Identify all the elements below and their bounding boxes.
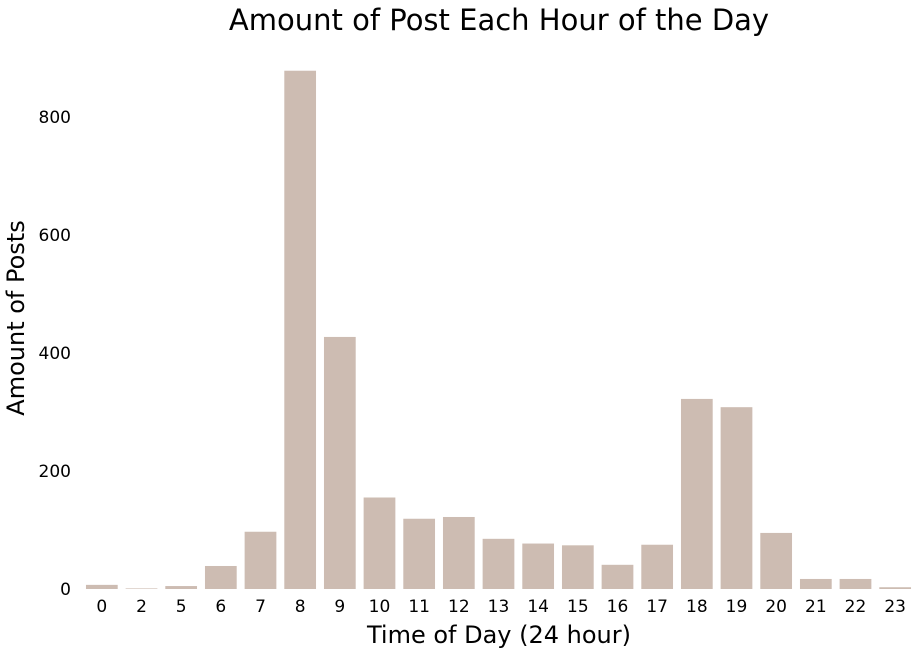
x-tick-label: 19: [726, 597, 748, 617]
x-tick-label: 11: [408, 597, 430, 617]
y-axis-label: Amount of Posts: [2, 220, 30, 415]
x-tick-label: 15: [567, 597, 589, 617]
x-tick-label: 22: [845, 597, 867, 617]
y-tick-label: 0: [60, 580, 71, 600]
bar-hour-22: [839, 578, 872, 589]
bar-hour-20: [760, 532, 793, 589]
x-tick-label: 23: [884, 597, 906, 617]
bar-hour-9: [323, 336, 356, 589]
bar-hour-10: [363, 497, 396, 589]
bar-hour-8: [284, 70, 317, 590]
y-tick-labels: 0 200 400 600 800: [39, 108, 71, 600]
bars-group: [85, 70, 912, 590]
x-tick-label: 8: [295, 597, 306, 617]
y-tick-label: 200: [39, 462, 71, 482]
bar-hour-6: [204, 565, 237, 589]
bar-hour-5: [165, 586, 198, 589]
x-tick-label: 2: [136, 597, 147, 617]
bar-hour-7: [244, 531, 277, 589]
bar-hour-15: [561, 545, 594, 589]
y-tick-label: 400: [39, 344, 71, 364]
bar-hour-16: [601, 564, 634, 589]
x-tick-label: 20: [765, 597, 787, 617]
x-tick-label: 12: [448, 597, 470, 617]
chart-title: Amount of Post Each Hour of the Day: [229, 3, 769, 37]
x-tick-label: 7: [255, 597, 266, 617]
bar-hour-23: [879, 587, 912, 589]
x-tick-label: 13: [488, 597, 510, 617]
bar-hour-14: [522, 543, 555, 589]
x-tick-label: 14: [527, 597, 549, 617]
x-axis-label: Time of Day (24 hour): [366, 621, 631, 649]
bar-hour-11: [403, 518, 436, 589]
bar-hour-2: [125, 588, 158, 589]
bar-hour-21: [799, 578, 832, 589]
x-tick-label: 6: [215, 597, 226, 617]
x-tick-labels: 0 2 5 6 7 8 9 10 11 12 13 14 15 16 17 18 19 20 21 22 23: [96, 597, 906, 617]
x-tick-label: 5: [176, 597, 187, 617]
x-tick-label: 16: [607, 597, 629, 617]
x-tick-label: 9: [334, 597, 345, 617]
bar-hour-18: [680, 398, 713, 589]
y-tick-label: 800: [39, 108, 71, 128]
bar-hour-0: [85, 584, 118, 589]
bar-hour-13: [482, 538, 515, 589]
x-tick-label: 21: [805, 597, 827, 617]
y-tick-label: 600: [39, 226, 71, 246]
bar-hour-19: [720, 407, 753, 589]
bar-hour-17: [641, 544, 674, 589]
x-tick-label: 10: [369, 597, 391, 617]
x-tick-label: 18: [686, 597, 708, 617]
bar-hour-12: [442, 516, 475, 589]
x-tick-label: 17: [646, 597, 668, 617]
x-tick-label: 0: [96, 597, 107, 617]
